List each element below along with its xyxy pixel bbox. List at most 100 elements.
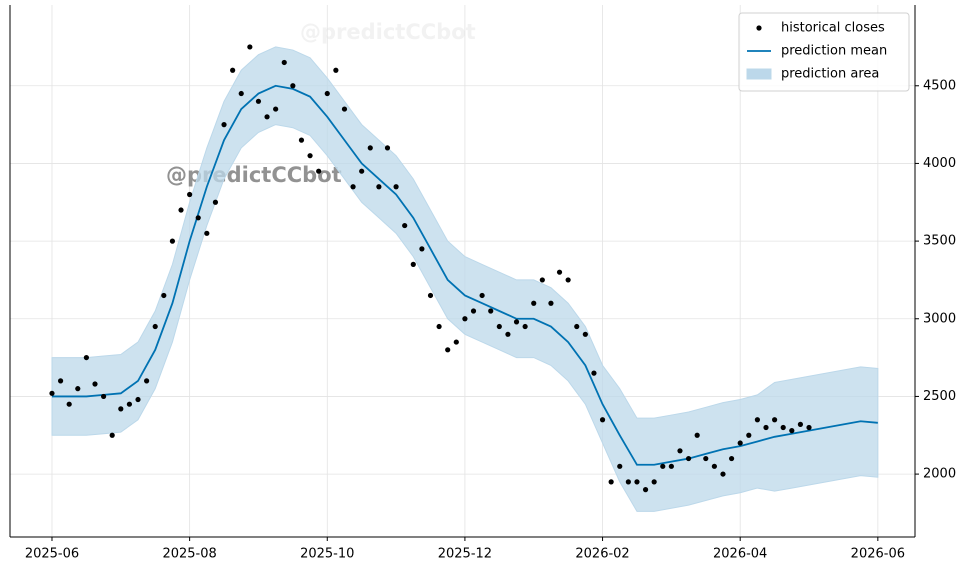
close-point — [75, 386, 81, 392]
x-tick-label: 2025-10 — [300, 547, 354, 562]
close-point — [591, 370, 597, 376]
close-point — [746, 432, 752, 438]
close-point — [806, 424, 812, 431]
close-point — [195, 215, 201, 221]
prediction-area — [51, 46, 879, 512]
y-tick-label: 4000 — [923, 156, 956, 171]
x-tick-label: 2025-08 — [162, 547, 216, 562]
close-point — [255, 98, 262, 104]
close-point — [169, 238, 176, 244]
close-point — [651, 479, 657, 485]
close-point — [324, 90, 330, 97]
x-tick-label: 2026-02 — [575, 547, 629, 562]
close-point — [109, 432, 115, 438]
x-tick-label: 2026-04 — [713, 547, 767, 562]
close-point — [187, 191, 193, 198]
watermark: @predictCCbot — [166, 163, 342, 187]
close-point — [625, 479, 631, 485]
legend-marker — [746, 68, 772, 80]
close-point — [617, 463, 623, 469]
close-point — [668, 463, 674, 469]
close-point — [797, 421, 804, 427]
close-point — [660, 463, 666, 469]
close-point — [316, 168, 322, 174]
close-point — [728, 455, 735, 462]
y-tick-label: 3500 — [923, 234, 956, 249]
close-point — [427, 292, 434, 299]
close-point — [144, 378, 150, 384]
close-point — [780, 424, 786, 431]
close-point — [608, 479, 614, 485]
close-point — [350, 184, 356, 190]
close-point — [556, 269, 563, 275]
close-point — [694, 432, 700, 438]
legend-marker — [756, 25, 762, 31]
close-point — [720, 471, 726, 477]
close-point — [445, 347, 451, 353]
close-point — [178, 207, 184, 213]
close-point — [634, 479, 640, 485]
close-point — [677, 448, 683, 454]
close-point — [376, 184, 382, 190]
close-point — [298, 137, 305, 143]
close-point — [66, 401, 72, 407]
close-point — [642, 487, 649, 493]
close-point — [247, 44, 253, 50]
close-point — [367, 145, 373, 151]
close-point — [789, 428, 795, 434]
close-point — [290, 83, 296, 89]
y-tick-label: 2000 — [923, 467, 956, 482]
close-point — [453, 339, 459, 345]
close-point — [49, 390, 55, 396]
close-point — [513, 319, 520, 325]
close-point — [161, 292, 167, 299]
close-point — [410, 261, 416, 267]
close-point — [539, 277, 545, 283]
close-point — [264, 114, 270, 120]
legend-box — [738, 12, 910, 92]
close-point — [333, 67, 339, 73]
close-point — [548, 300, 554, 306]
close-point — [83, 354, 89, 361]
legend-label: prediction area — [781, 67, 879, 82]
close-point — [574, 323, 580, 330]
close-point — [737, 440, 743, 446]
close-point — [402, 222, 408, 229]
close-point — [384, 145, 391, 151]
close-point — [470, 308, 477, 314]
x-tick-label: 2025-12 — [438, 547, 492, 562]
close-point — [496, 323, 502, 330]
close-point — [419, 246, 425, 252]
close-point — [281, 59, 287, 66]
close-point — [57, 378, 64, 384]
close-point — [754, 417, 760, 423]
close-point — [582, 331, 588, 337]
close-point — [126, 401, 133, 407]
close-point — [100, 393, 107, 400]
close-point — [462, 316, 468, 322]
close-point — [763, 424, 769, 431]
close-point — [479, 292, 485, 299]
y-tick-label: 4500 — [923, 78, 956, 93]
close-point — [488, 308, 494, 314]
mean-line — [51, 84, 878, 466]
close-point — [505, 331, 511, 337]
close-point — [341, 106, 348, 112]
close-point — [599, 417, 606, 423]
close-point — [359, 168, 365, 174]
close-point — [230, 67, 236, 73]
close-point — [685, 455, 692, 462]
close-point — [393, 184, 399, 190]
close-point — [772, 417, 778, 423]
legend-label: prediction mean — [781, 44, 887, 59]
close-point — [135, 396, 141, 403]
close-point — [565, 277, 571, 283]
close-point — [238, 90, 244, 97]
legend-label: historical closes — [781, 21, 885, 36]
close-point — [703, 455, 709, 462]
close-point — [221, 122, 227, 128]
close-point — [152, 323, 158, 330]
close-point — [522, 323, 528, 330]
close-point — [711, 463, 717, 469]
